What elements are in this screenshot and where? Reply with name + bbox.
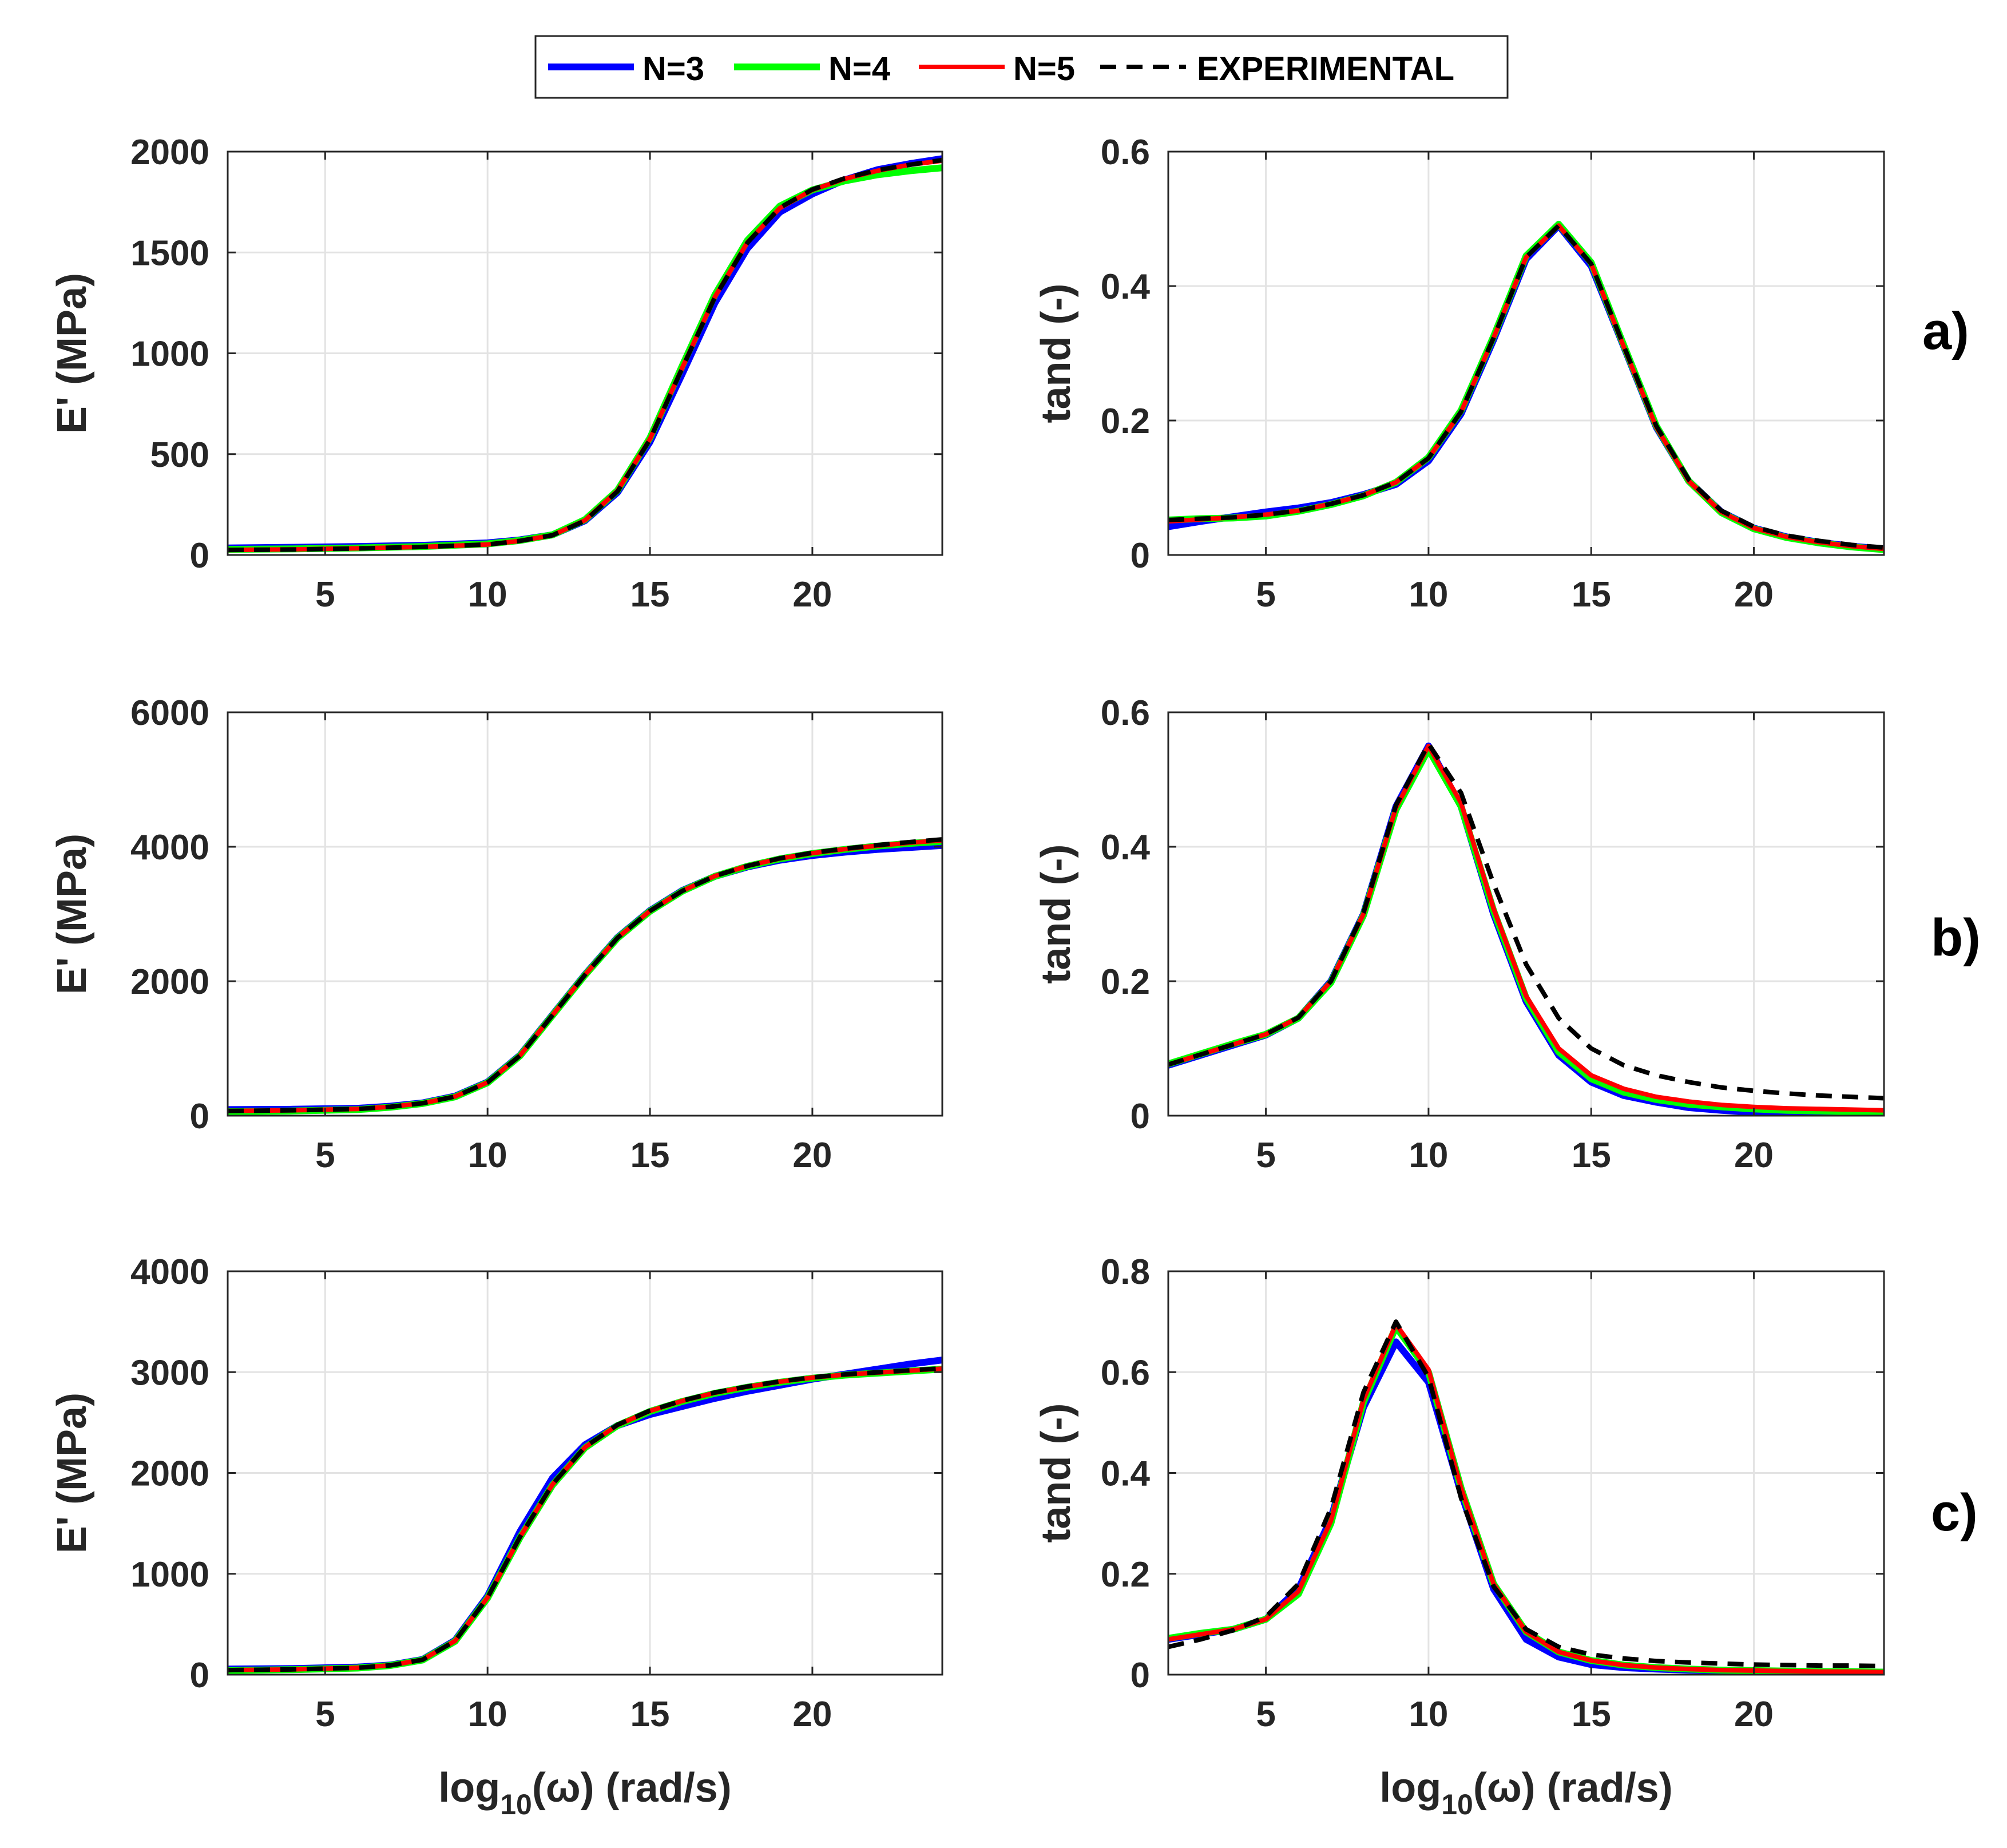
x-tick-label: 20	[1734, 1136, 1774, 1175]
legend-box	[534, 35, 1509, 99]
x-tick-label: 20	[792, 1136, 832, 1175]
y-tick-label: 0.4	[1101, 1454, 1151, 1494]
axes-box-a-tand	[1167, 150, 1885, 556]
series-line-n-5-b-tand	[1168, 743, 1884, 1113]
y-tick-label: 0.8	[1101, 1252, 1150, 1292]
x-tick-label: 15	[1572, 1695, 1611, 1734]
series-group-b-storage	[228, 837, 942, 1115]
y-tick-label: 3000	[130, 1353, 209, 1393]
legend: N=3 N=4 N=5 EXPERIMENTAL	[534, 35, 1509, 99]
x-tick-label: 10	[1409, 1695, 1448, 1734]
y-tick-label: 500	[150, 435, 209, 475]
y-tick-label: 1000	[130, 335, 209, 374]
y-axis-label-a-tand: tand (-)	[1033, 284, 1079, 423]
axes-box-b-tand	[1167, 711, 1885, 1117]
x-tick-label: 10	[468, 1695, 507, 1734]
x-tick-label: 15	[630, 1695, 670, 1734]
panel-c-storage: 5 10 15 20 0 1000 2000 3000 4000 E' (MPa) log10(ω)…	[49, 1252, 943, 1821]
y-tick-label: 0.2	[1101, 402, 1150, 441]
y-tick-label: 0.2	[1101, 1555, 1150, 1595]
legend-label-n3: N=3	[642, 50, 704, 88]
legend-label-n5: N=5	[1013, 50, 1075, 88]
series-group-a-tand	[1168, 220, 1884, 553]
y-tick-label: 0.2	[1101, 962, 1150, 1002]
y-tick-label: 2000	[130, 962, 209, 1002]
panel-a-tand: 5 10 15 20 0 0.2 0.4 0.6 tand (-)	[1033, 133, 1885, 614]
series-line-experimental-c-storage	[228, 1366, 942, 1673]
y-tick-label: 0	[1131, 1656, 1150, 1695]
plot-area-a-tand	[1168, 152, 1884, 555]
y-tick-label: 0	[190, 1656, 209, 1695]
y-axis-label-c-storage: E' (MPa)	[49, 1393, 95, 1553]
series-line-experimental-c-tand	[1168, 1319, 1884, 1668]
y-tick-label: 2000	[130, 1454, 209, 1494]
x-tick-label: 20	[1734, 575, 1774, 614]
y-tick-label: 0	[1131, 536, 1150, 576]
panel-label-b: b)	[1931, 909, 1981, 967]
x-tick-label: 15	[630, 575, 670, 614]
series-group-b-tand	[1168, 741, 1884, 1116]
x-tick-label: 20	[792, 1695, 832, 1734]
panel-c-tand: 5 10 15 20 0 0.2 0.4 0.6 0.8 tand (-) log10(ω) (ra…	[1033, 1252, 1885, 1821]
y-tick-label: 0.6	[1101, 1353, 1150, 1393]
x-tick-label: 10	[468, 1136, 507, 1175]
series-line-experimental-a-tand	[1168, 223, 1884, 550]
x-tick-label: 15	[1572, 575, 1611, 614]
series-group-a-storage	[228, 155, 942, 553]
x-tick-label: 20	[1734, 1695, 1774, 1734]
x-tick-label: 10	[1409, 1136, 1448, 1175]
series-line-experimental-b-tand	[1168, 741, 1884, 1101]
x-tick-label: 10	[1409, 575, 1448, 614]
plot-area-b-tand	[1168, 712, 1884, 1116]
panel-b-storage: 5 10 15 20 0 2000 4000 6000 E' (MPa)	[49, 693, 943, 1175]
y-tick-label: 1500	[130, 233, 209, 273]
x-axis-label-c-storage: log10(ω) (rad/s)	[438, 1765, 731, 1821]
series-group-c-storage	[228, 1357, 942, 1674]
x-tick-label: 5	[1256, 1136, 1275, 1175]
panel-label-a: a)	[1922, 302, 1969, 360]
x-tick-label: 5	[1256, 575, 1275, 614]
series-line-experimental-b-storage	[228, 837, 942, 1113]
axes-box-b-storage	[227, 711, 943, 1117]
x-tick-label: 5	[315, 575, 335, 614]
x-axis-label-c-tand: log10(ω) (rad/s)	[1379, 1765, 1672, 1821]
panel-b-tand: 5 10 15 20 0 0.2 0.4 0.6 tand (-)	[1033, 693, 1885, 1175]
y-axis-label-c-tand: tand (-)	[1033, 1403, 1079, 1543]
y-tick-label: 0.4	[1101, 267, 1151, 307]
y-tick-label: 0	[1131, 1097, 1150, 1136]
x-tick-label: 5	[315, 1136, 335, 1175]
y-axis-label-a-storage: E' (MPa)	[49, 273, 95, 434]
panel-label-c: c)	[1931, 1484, 1978, 1542]
y-tick-label: 4000	[130, 828, 209, 867]
legend-label-experimental: EXPERIMENTAL	[1197, 50, 1454, 88]
x-tick-label: 5	[315, 1695, 335, 1734]
panel-a-storage: 5 10 15 20 0 500 1000 1500 2000 E' (MPa)	[49, 133, 943, 614]
y-axis-label-b-storage: E' (MPa)	[49, 834, 95, 994]
y-tick-label: 6000	[130, 693, 209, 733]
legend-label-n4: N=4	[828, 50, 890, 88]
y-tick-label: 0	[190, 1097, 209, 1136]
y-tick-label: 0.6	[1101, 133, 1150, 172]
y-tick-label: 0.4	[1101, 828, 1151, 867]
x-tick-label: 15	[630, 1136, 670, 1175]
x-tick-label: 10	[468, 575, 507, 614]
y-tick-label: 1000	[130, 1555, 209, 1595]
series-group-c-tand	[1168, 1319, 1884, 1675]
y-axis-label-b-tand: tand (-)	[1033, 844, 1079, 984]
x-tick-label: 5	[1256, 1695, 1275, 1734]
y-tick-label: 0.6	[1101, 693, 1150, 733]
x-tick-label: 15	[1572, 1136, 1611, 1175]
y-tick-label: 4000	[130, 1252, 209, 1292]
y-tick-label: 0	[190, 536, 209, 576]
y-tick-label: 2000	[130, 133, 209, 172]
series-line-experimental-a-storage	[228, 157, 942, 553]
plot-area-b-storage	[228, 712, 942, 1116]
x-tick-label: 20	[792, 575, 832, 614]
